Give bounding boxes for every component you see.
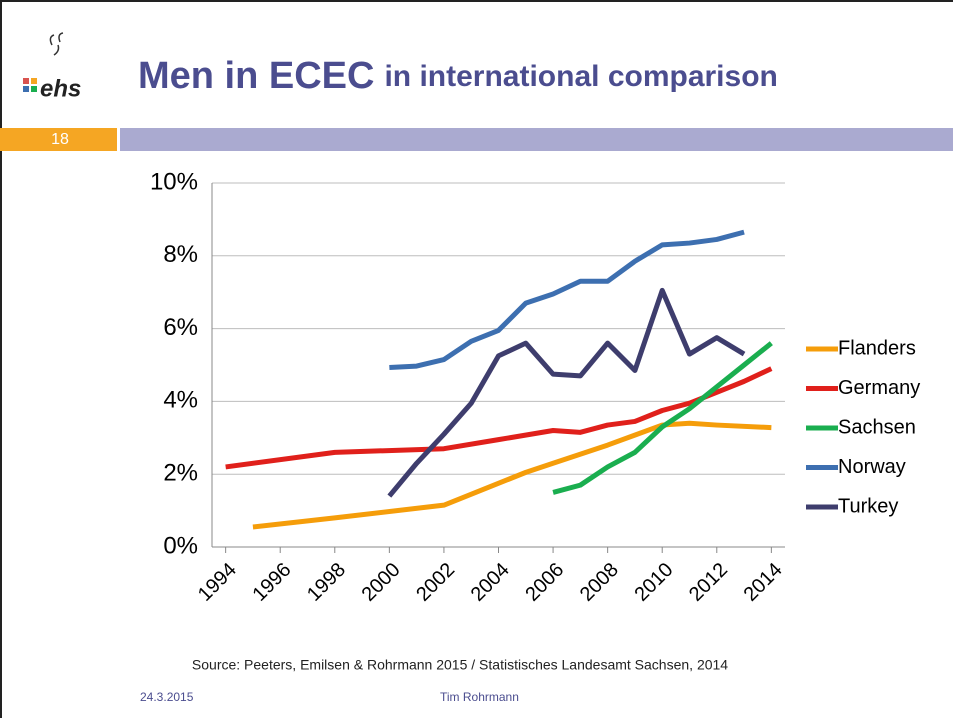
series-line (387, 287, 746, 498)
slide-number-box (0, 128, 117, 151)
x-tick-label: 2010 (630, 559, 677, 606)
series-line (552, 341, 773, 495)
y-tick-label: 4% (163, 387, 198, 414)
slide-title: Men in ECEC in international comparison (138, 55, 778, 97)
x-tick-label: 2008 (576, 559, 623, 606)
legend-label: Turkey (838, 495, 898, 517)
source: Source: Peeters, Emilsen & Rohrmann 2015… (192, 657, 728, 673)
logo: ehs (23, 32, 81, 102)
logo-square (31, 78, 37, 84)
title-bar (120, 128, 953, 151)
x-tick-label: 2004 (467, 559, 514, 606)
x-tick-label: 2014 (740, 559, 787, 606)
y-tick-label: 10% (150, 168, 198, 195)
author: Tim Rohrmann (440, 690, 519, 704)
y-tick-label: 8% (163, 241, 198, 268)
legend-label: Flanders (838, 337, 916, 359)
series-line (225, 366, 773, 470)
logo-square (23, 78, 29, 84)
x-tick-label: 1996 (248, 559, 295, 606)
legend-label: Germany (838, 377, 920, 399)
logo-square (23, 86, 29, 92)
series-line (389, 229, 745, 371)
x-tick-label: 2000 (358, 559, 405, 606)
slide-number: 18 (51, 131, 69, 148)
y-tick-label: 0% (163, 532, 198, 559)
legend-label: Norway (838, 456, 906, 478)
series-line (252, 420, 772, 530)
legend-label: Sachsen (838, 416, 916, 438)
x-tick-label: 1998 (303, 559, 350, 606)
x-tick-label: 2012 (685, 559, 732, 606)
y-tick-label: 6% (163, 314, 198, 341)
y-tick-label: 2% (163, 460, 198, 487)
logo-square (31, 86, 37, 92)
logo-figure (49, 32, 64, 56)
logo-text: ehs (40, 75, 81, 102)
date: 24.3.2015 (140, 690, 194, 704)
x-tick-label: 2006 (521, 559, 568, 606)
x-tick-label: 2002 (412, 559, 459, 606)
x-tick-label: 1994 (194, 559, 241, 606)
